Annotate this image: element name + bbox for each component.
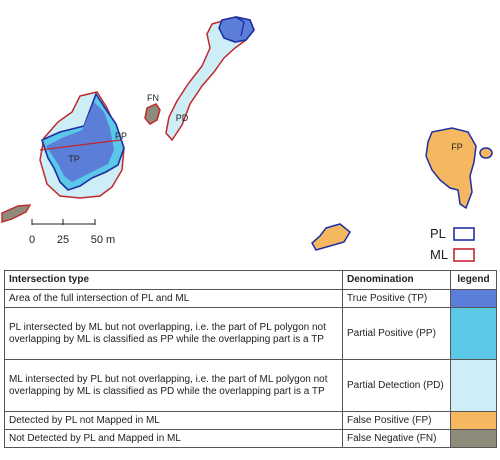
swatch-pd xyxy=(450,359,497,412)
fp-polygon xyxy=(425,127,477,210)
pl-outline-top-ext xyxy=(235,16,245,37)
intersection-table: Intersection type Denomination legend Ar… xyxy=(4,270,497,448)
tp-polygon-main xyxy=(46,102,114,182)
tp-label: TP xyxy=(68,154,80,164)
table-row: Not Detected by PL and Mapped in ML Fals… xyxy=(4,429,497,448)
swatch-tp xyxy=(450,289,497,308)
row-type-tp: Area of the full intersection of PL and … xyxy=(4,289,343,308)
fn-polygon xyxy=(144,103,161,125)
key-pl-label: PL xyxy=(430,226,446,241)
key-pl-swatch xyxy=(453,227,475,241)
fp-polygon-bottom xyxy=(311,223,351,251)
table-row: PL intersected by ML but not overlapping… xyxy=(4,307,497,360)
row-type-fp: Detected by PL not Mapped in ML xyxy=(4,411,343,430)
scale-tick-0: 0 xyxy=(29,234,35,246)
fn-label: FN xyxy=(147,93,159,103)
fn-polygon-edge xyxy=(1,204,32,223)
swatch-fp xyxy=(450,411,497,430)
scale-tick-25: 25 xyxy=(57,234,69,246)
row-denomination-pp: Partial Positive (PP) xyxy=(342,307,451,360)
key-ml-swatch xyxy=(453,248,475,262)
row-type-pd: ML intersected by PL but not overlapping… xyxy=(4,359,343,412)
header-denomination: Denomination xyxy=(342,270,451,290)
table-header-row: Intersection type Denomination legend xyxy=(4,270,497,290)
fp-label: FP xyxy=(451,142,463,152)
row-denomination-pd: Partial Detection (PD) xyxy=(342,359,451,412)
fp-polygon-small xyxy=(479,147,493,159)
table-row: ML intersected by PL but not overlapping… xyxy=(4,359,497,412)
row-denomination-fp: False Positive (FP) xyxy=(342,411,451,430)
table-row: Area of the full intersection of PL and … xyxy=(4,289,497,308)
scale-tick-50: 50 m xyxy=(91,234,115,246)
row-denomination-fn: False Negative (FN) xyxy=(342,429,451,448)
pd-label: PD xyxy=(176,113,189,123)
swatch-fn xyxy=(450,429,497,448)
scale-bar: 0 25 50 m xyxy=(29,219,115,246)
map-key: PL ML xyxy=(430,226,475,262)
map-panel: FN PD TP PP FP 0 25 50 m PL ML xyxy=(1,16,493,262)
header-legend: legend xyxy=(450,270,497,290)
key-ml-label: ML xyxy=(430,247,448,262)
row-type-pp: PL intersected by ML but not overlapping… xyxy=(4,307,343,360)
header-intersection-type: Intersection type xyxy=(4,270,343,290)
tp-polygon-top xyxy=(218,16,255,43)
pp-label: PP xyxy=(115,131,127,141)
table-row: Detected by PL not Mapped in ML False Po… xyxy=(4,411,497,430)
ml-cut-line xyxy=(39,139,122,151)
swatch-pp xyxy=(450,307,497,360)
row-denomination-tp: True Positive (TP) xyxy=(342,289,451,308)
row-type-fn: Not Detected by PL and Mapped in ML xyxy=(4,429,343,448)
